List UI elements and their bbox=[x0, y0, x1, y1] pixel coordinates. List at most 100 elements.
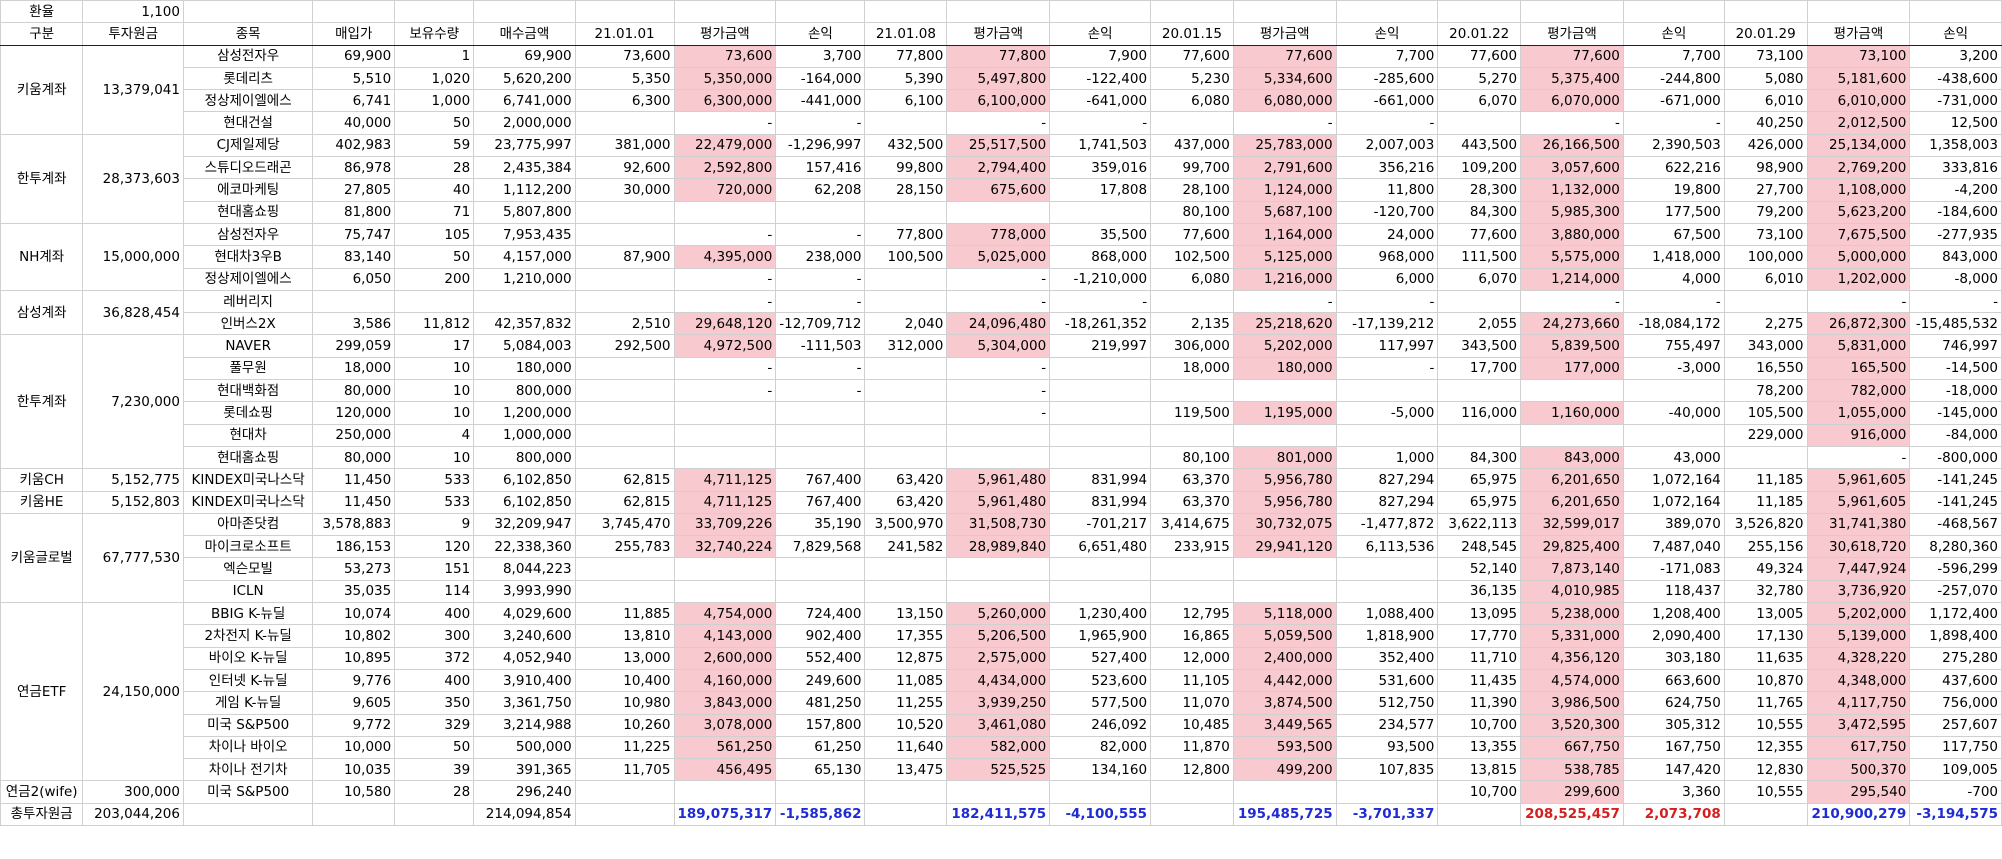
value-cell[interactable]: -700 bbox=[1909, 780, 2002, 804]
value-cell[interactable] bbox=[775, 401, 866, 425]
value-cell[interactable] bbox=[1335, 379, 1439, 403]
value-cell[interactable]: 356,216 bbox=[1335, 156, 1439, 180]
value-cell[interactable] bbox=[1437, 289, 1522, 314]
profit-cell[interactable] bbox=[1232, 557, 1337, 581]
profit-cell[interactable]: 2,600,000 bbox=[673, 646, 777, 670]
value-cell[interactable]: 32,209,947 bbox=[473, 512, 576, 537]
value-cell[interactable]: 100,000 bbox=[1723, 245, 1808, 269]
profit-cell[interactable]: 3,874,500 bbox=[1232, 691, 1337, 715]
value-cell[interactable] bbox=[574, 356, 675, 381]
value-cell[interactable]: 32,780 bbox=[1723, 579, 1808, 604]
stock-name[interactable]: 삼성전자우 bbox=[182, 44, 314, 68]
value-cell[interactable] bbox=[1437, 423, 1522, 447]
value-cell[interactable]: 5,807,800 bbox=[473, 200, 576, 224]
value-cell[interactable]: 3,361,750 bbox=[473, 691, 576, 715]
value-cell[interactable]: 1,965,900 bbox=[1049, 624, 1152, 648]
total-eval[interactable]: 210,900,279 bbox=[1806, 802, 1911, 826]
stock-name[interactable]: 레버리지 bbox=[182, 289, 314, 314]
empty-cell[interactable] bbox=[1723, 0, 1808, 24]
empty-cell[interactable] bbox=[1806, 0, 1911, 24]
value-cell[interactable]: 1,172,400 bbox=[1909, 602, 2002, 626]
value-cell[interactable]: 167,750 bbox=[1622, 735, 1725, 760]
stock-name[interactable]: 인버스2X bbox=[182, 312, 314, 336]
profit-cell[interactable]: 6,201,650 bbox=[1520, 468, 1624, 492]
profit-cell[interactable] bbox=[946, 200, 1051, 224]
value-cell[interactable]: 577,500 bbox=[1049, 691, 1152, 715]
value-cell[interactable]: 2,007,003 bbox=[1335, 133, 1439, 158]
value-cell[interactable]: 107,835 bbox=[1335, 758, 1439, 782]
value-cell[interactable]: 1,418,000 bbox=[1622, 245, 1725, 269]
profit-cell[interactable]: 5,025,000 bbox=[946, 245, 1051, 269]
value-cell[interactable]: 80,100 bbox=[1150, 200, 1234, 224]
value-cell[interactable]: -40,000 bbox=[1622, 401, 1725, 425]
value-cell[interactable]: 11,390 bbox=[1437, 691, 1522, 715]
value-cell[interactable]: 17,770 bbox=[1437, 624, 1522, 648]
value-cell[interactable]: 6,080 bbox=[1150, 267, 1234, 291]
value-cell[interactable]: 7,487,040 bbox=[1622, 535, 1725, 559]
profit-cell[interactable]: 6,010,000 bbox=[1806, 89, 1911, 113]
value-cell[interactable]: 968,000 bbox=[1335, 245, 1439, 269]
value-cell[interactable]: 42,357,832 bbox=[473, 312, 576, 336]
profit-cell[interactable]: 720,000 bbox=[673, 178, 777, 202]
value-cell[interactable]: 831,994 bbox=[1049, 490, 1152, 514]
value-cell[interactable]: 3,745,470 bbox=[574, 512, 675, 537]
value-cell[interactable]: 12,800 bbox=[1150, 758, 1234, 782]
profit-cell[interactable]: - bbox=[946, 267, 1051, 291]
profit-cell[interactable] bbox=[1520, 423, 1624, 447]
value-cell[interactable]: 13,475 bbox=[864, 758, 948, 782]
value-cell[interactable]: 13,815 bbox=[1437, 758, 1522, 782]
profit-cell[interactable] bbox=[946, 780, 1051, 804]
account-principal[interactable]: 300,000 bbox=[82, 780, 184, 804]
stock-name[interactable]: 풀무원 bbox=[182, 356, 314, 381]
stock-name[interactable]: KINDEX미국나스닥 bbox=[182, 468, 314, 492]
profit-cell[interactable]: 3,986,500 bbox=[1520, 691, 1624, 715]
profit-cell[interactable]: 30,618,720 bbox=[1806, 535, 1911, 559]
total-profit[interactable]: -3,194,575 bbox=[1909, 802, 2002, 826]
value-cell[interactable]: 80,100 bbox=[1150, 445, 1234, 470]
empty-cell[interactable] bbox=[1049, 0, 1152, 24]
profit-cell[interactable]: 4,356,120 bbox=[1520, 646, 1624, 670]
empty-cell[interactable] bbox=[574, 0, 675, 24]
value-cell[interactable]: 6,113,536 bbox=[1335, 535, 1439, 559]
value-cell[interactable]: 400 bbox=[394, 668, 475, 693]
value-cell[interactable]: 116,000 bbox=[1437, 401, 1522, 425]
value-cell[interactable] bbox=[864, 200, 948, 224]
value-cell[interactable]: 238,000 bbox=[775, 245, 866, 269]
value-cell[interactable]: 62,208 bbox=[775, 178, 866, 202]
value-cell[interactable]: 233,915 bbox=[1150, 535, 1234, 559]
profit-cell[interactable]: 2,791,600 bbox=[1232, 156, 1337, 180]
empty-cell[interactable] bbox=[1232, 0, 1337, 24]
value-cell[interactable]: 13,355 bbox=[1437, 735, 1522, 760]
profit-cell[interactable]: - bbox=[673, 267, 777, 291]
value-cell[interactable] bbox=[775, 557, 866, 581]
profit-cell[interactable]: - bbox=[946, 379, 1051, 403]
value-cell[interactable]: 93,500 bbox=[1335, 735, 1439, 760]
profit-cell[interactable]: 4,348,000 bbox=[1806, 668, 1911, 693]
value-cell[interactable]: -1,296,997 bbox=[775, 133, 866, 158]
total-profit[interactable]: -1,585,862 bbox=[775, 802, 866, 826]
value-cell[interactable]: 11,705 bbox=[574, 758, 675, 782]
value-cell[interactable]: 35,500 bbox=[1049, 222, 1152, 247]
value-cell[interactable] bbox=[1049, 780, 1152, 804]
total-eval[interactable]: 182,411,575 bbox=[946, 802, 1051, 826]
profit-cell[interactable]: - bbox=[1520, 289, 1624, 314]
value-cell[interactable]: 50 bbox=[394, 735, 475, 760]
value-cell[interactable]: 512,750 bbox=[1335, 691, 1439, 715]
value-cell[interactable]: 17,808 bbox=[1049, 178, 1152, 202]
column-header[interactable]: 20.01.15 bbox=[1150, 22, 1234, 46]
value-cell[interactable]: 2,390,503 bbox=[1622, 133, 1725, 158]
profit-cell[interactable]: - bbox=[946, 111, 1051, 135]
value-cell[interactable]: 77,800 bbox=[864, 44, 948, 68]
value-cell[interactable] bbox=[1723, 289, 1808, 314]
stock-name[interactable]: 현대홈쇼핑 bbox=[182, 200, 314, 224]
value-cell[interactable]: 10,520 bbox=[864, 713, 948, 737]
account-name[interactable]: 한투계좌 bbox=[0, 133, 84, 224]
profit-cell[interactable]: 4,711,125 bbox=[673, 490, 777, 514]
profit-cell[interactable]: 782,000 bbox=[1806, 379, 1911, 403]
value-cell[interactable]: 350 bbox=[394, 691, 475, 715]
empty-cell[interactable] bbox=[182, 802, 314, 826]
value-cell[interactable]: 23,775,997 bbox=[473, 133, 576, 158]
value-cell[interactable] bbox=[1049, 200, 1152, 224]
column-header[interactable]: 매수금액 bbox=[473, 22, 576, 46]
column-header[interactable]: 손익 bbox=[1909, 22, 2002, 46]
